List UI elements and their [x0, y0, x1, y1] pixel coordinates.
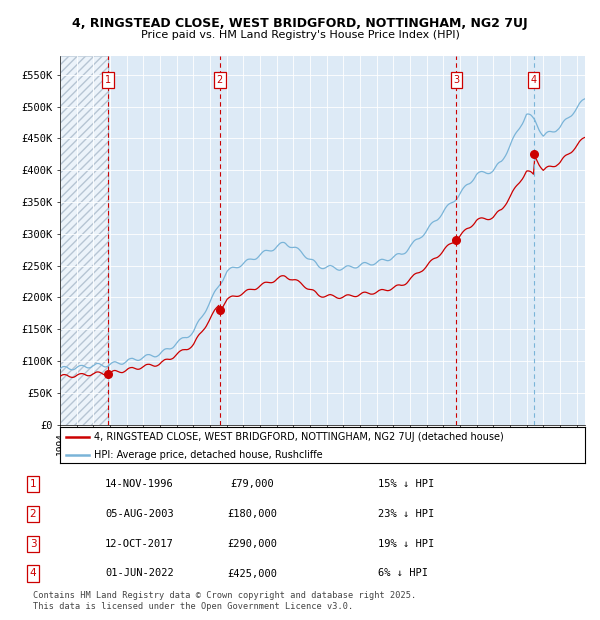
Text: 4: 4	[530, 75, 537, 85]
Text: 4, RINGSTEAD CLOSE, WEST BRIDGFORD, NOTTINGHAM, NG2 7UJ: 4, RINGSTEAD CLOSE, WEST BRIDGFORD, NOTT…	[72, 17, 528, 30]
Text: 01-JUN-2022: 01-JUN-2022	[105, 569, 174, 578]
Bar	[60, 56, 108, 425]
Bar	[60, 56, 108, 425]
Text: 15% ↓ HPI: 15% ↓ HPI	[378, 479, 434, 489]
Text: £425,000: £425,000	[227, 569, 277, 578]
Text: HPI: Average price, detached house, Rushcliffe: HPI: Average price, detached house, Rush…	[94, 450, 323, 460]
Text: 19% ↓ HPI: 19% ↓ HPI	[378, 539, 434, 549]
Text: 12-OCT-2017: 12-OCT-2017	[105, 539, 174, 549]
Text: 05-AUG-2003: 05-AUG-2003	[105, 509, 174, 519]
Text: 3: 3	[29, 539, 37, 549]
Text: £180,000: £180,000	[227, 509, 277, 519]
Text: 23% ↓ HPI: 23% ↓ HPI	[378, 509, 434, 519]
Text: 4: 4	[29, 569, 37, 578]
Text: Contains HM Land Registry data © Crown copyright and database right 2025.
This d: Contains HM Land Registry data © Crown c…	[33, 591, 416, 611]
Text: 1: 1	[29, 479, 37, 489]
Text: 14-NOV-1996: 14-NOV-1996	[105, 479, 174, 489]
Text: 2: 2	[217, 75, 223, 85]
Text: 2: 2	[29, 509, 37, 519]
Text: 4, RINGSTEAD CLOSE, WEST BRIDGFORD, NOTTINGHAM, NG2 7UJ (detached house): 4, RINGSTEAD CLOSE, WEST BRIDGFORD, NOTT…	[94, 432, 504, 442]
Text: £290,000: £290,000	[227, 539, 277, 549]
Text: 1: 1	[105, 75, 111, 85]
Text: 6% ↓ HPI: 6% ↓ HPI	[378, 569, 428, 578]
Text: 3: 3	[453, 75, 460, 85]
Text: Price paid vs. HM Land Registry's House Price Index (HPI): Price paid vs. HM Land Registry's House …	[140, 30, 460, 40]
Text: £79,000: £79,000	[230, 479, 274, 489]
